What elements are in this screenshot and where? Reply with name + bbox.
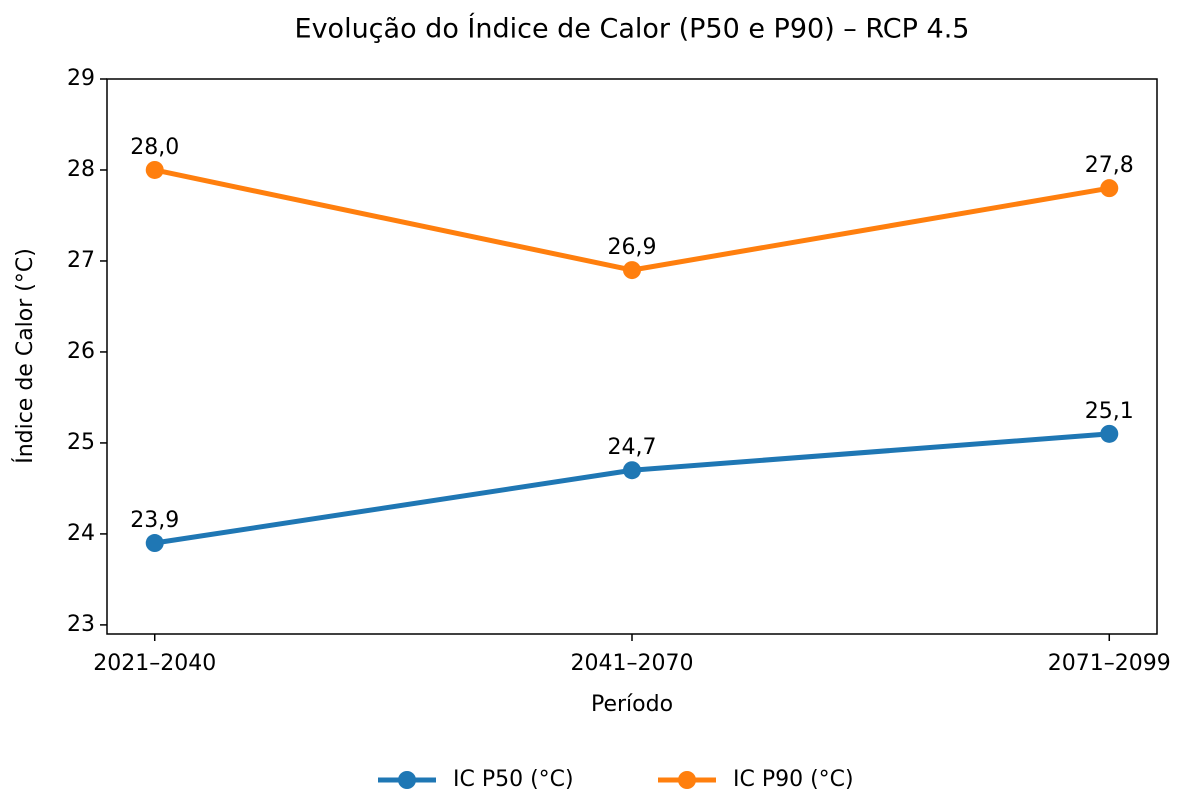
value-label: 28,0 (130, 135, 179, 160)
y-tick-label: 27 (67, 248, 95, 273)
x-tick-label: 2071–2099 (1048, 651, 1171, 676)
y-tick-label: 28 (67, 157, 95, 182)
value-label: 24,7 (608, 435, 657, 460)
legend-label: IC P50 (°C) (453, 767, 574, 792)
value-label: 23,9 (130, 508, 179, 533)
legend-marker (678, 771, 696, 789)
y-tick-label: 29 (67, 66, 95, 91)
x-tick-label: 2041–2070 (571, 651, 694, 676)
value-label: 25,1 (1085, 399, 1134, 424)
y-axis-label: Índice de Calor (°C) (12, 248, 38, 464)
value-label: 27,8 (1085, 153, 1134, 178)
y-tick-label: 23 (67, 612, 95, 637)
point (623, 261, 641, 280)
point (1100, 179, 1119, 198)
value-label: 26,9 (608, 235, 657, 260)
y-tick-label: 24 (67, 521, 95, 546)
chart-title: Evolução do Índice de Calor (P50 e P90) … (295, 13, 970, 45)
legend-marker (398, 771, 416, 789)
y-tick-label: 25 (67, 430, 95, 455)
point (145, 534, 164, 553)
plot-frame (106, 78, 1158, 635)
x-tick-label: 2021–2040 (93, 651, 216, 676)
point (1100, 424, 1119, 443)
point (623, 461, 641, 480)
x-axis-label: Período (591, 692, 673, 717)
legend-label: IC P90 (°C) (733, 767, 854, 792)
y-tick-label: 26 (67, 339, 95, 364)
point (145, 160, 164, 179)
